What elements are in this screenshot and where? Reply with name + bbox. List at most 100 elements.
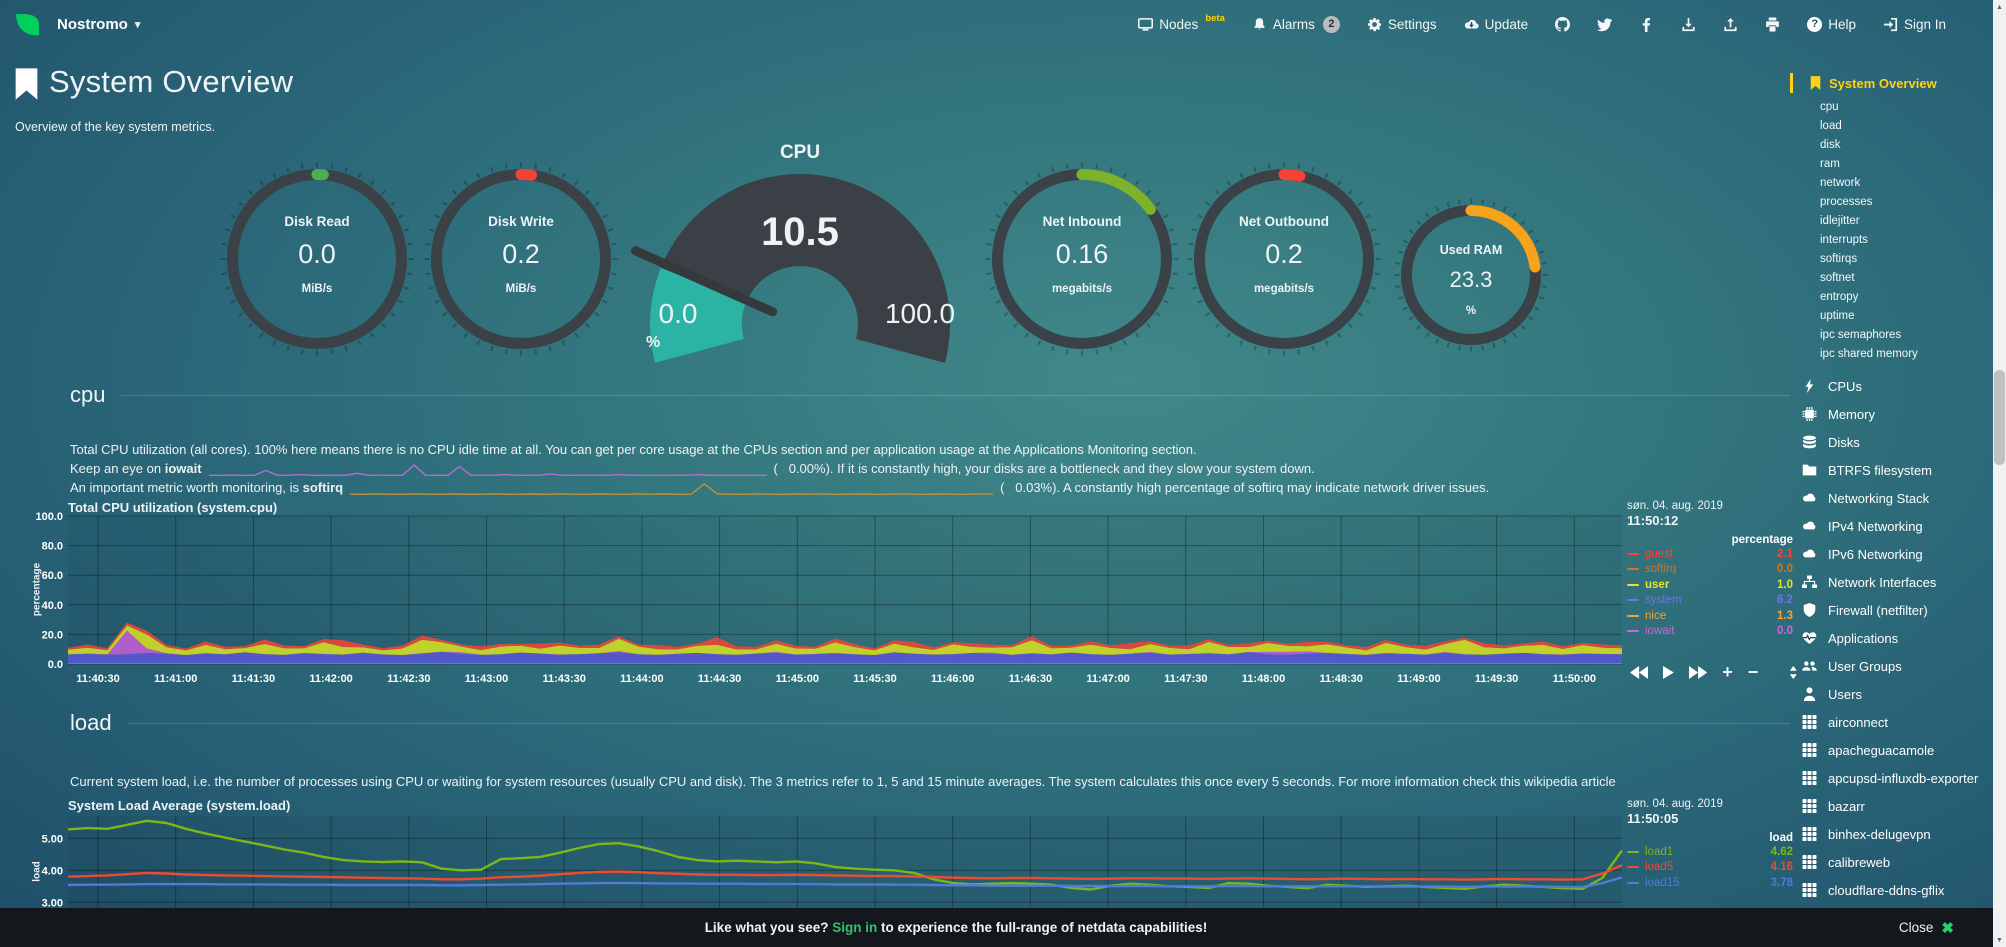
gauge-net-outbound[interactable]: Net Outbound 0.2 megabits/s (1182, 157, 1386, 361)
sidebar-item-apacheguacamole[interactable]: apacheguacamole (1790, 738, 1993, 766)
hostname-dropdown[interactable]: Nostromo ▾ (51, 15, 146, 34)
scrollbar-down-arrow[interactable]: ▼ (1996, 936, 2003, 944)
legend-series-softirq[interactable]: softirq 0.0 (1627, 562, 1793, 578)
sidebar-item-applications[interactable]: Applications (1790, 626, 1993, 654)
legend-series-nice[interactable]: nice 1.3 (1627, 608, 1793, 624)
gauge-unit: MiB/s (301, 283, 333, 295)
sidebar-item-ipv4-networking[interactable]: IPv4 Networking (1790, 514, 1993, 542)
nav-item-upload[interactable] (1723, 17, 1738, 32)
scrollbar-thumb[interactable] (1994, 370, 2005, 465)
cpu-chart: Total CPU utilization (system.cpu) perce… (30, 498, 1798, 693)
sidebar-item-ipv6-networking[interactable]: IPv6 Networking (1790, 542, 1993, 570)
legend-series-value: 0.0 (1777, 563, 1793, 576)
svg-text:11:42:30: 11:42:30 (387, 673, 430, 685)
gauge-net-inbound[interactable]: Net Inbound 0.16 megabits/s (980, 157, 1184, 361)
sidebar-sublink-ipc-semaphores[interactable]: ipc semaphores (1820, 329, 1902, 341)
nav-item-help[interactable]: ? Help (1807, 16, 1856, 32)
legend-series-load1[interactable]: load1 4.62 (1627, 844, 1793, 860)
sidebar-sublink-uptime[interactable]: uptime (1820, 310, 1855, 322)
sidebar-sublink-processes[interactable]: processes (1820, 196, 1873, 208)
sidebar-item-user-groups[interactable]: User Groups (1790, 654, 1993, 682)
nav-item-download[interactable] (1681, 17, 1696, 32)
svg-text:20.0: 20.0 (42, 629, 63, 641)
sidebar-sublink-cpu[interactable]: cpu (1820, 101, 1839, 113)
sign-in-link[interactable]: Sign in (832, 920, 878, 935)
hostname-label: Nostromo (57, 15, 128, 33)
twitter-icon (1597, 17, 1613, 32)
nav-item-nodes[interactable]: Nodes beta (1138, 13, 1225, 32)
close-banner-button[interactable]: Close ✖ (1899, 908, 1954, 947)
sidebar-item-binhex-delugevpn[interactable]: binhex-delugevpn (1790, 822, 1993, 850)
svg-text:11:48:30: 11:48:30 (1319, 673, 1362, 685)
zoom-out-button[interactable]: − (1747, 662, 1759, 682)
sidebar-item-bazarr[interactable]: bazarr (1790, 794, 1993, 822)
sidebar-item-network-interfaces[interactable]: Network Interfaces (1790, 570, 1993, 598)
nav-item-twitter[interactable] (1597, 17, 1613, 32)
sidebar-sublink-disk[interactable]: disk (1820, 139, 1841, 151)
nav-item-alarms[interactable]: Alarms 2 (1252, 15, 1340, 33)
sidebar-item-disks[interactable]: Disks (1790, 430, 1993, 458)
legend-series-load5[interactable]: load5 4.16 (1627, 860, 1793, 876)
gauge-name: Disk Read (284, 214, 350, 229)
grid-icon (1802, 768, 1819, 794)
grid-icon (1802, 824, 1819, 850)
svg-text:11:49:00: 11:49:00 (1397, 673, 1440, 685)
play-button[interactable] (1663, 666, 1675, 679)
sidebar-item-apcupsd-influxdb-exporter[interactable]: apcupsd-influxdb-exporter (1790, 766, 1993, 794)
sidebar-item-system-overview[interactable]: System Overview (1790, 72, 1993, 94)
nav-item-settings[interactable]: Settings (1367, 17, 1437, 32)
legend-series-guest[interactable]: guest 2.1 (1627, 546, 1793, 562)
page-scrollbar[interactable]: ▲ ▼ (1993, 0, 2006, 947)
svg-text:3.00: 3.00 (42, 897, 63, 909)
signin-banner: Like what you see? Sign in to experience… (0, 908, 2006, 947)
legend-dash-icon (1627, 881, 1639, 884)
gauge-disk-write[interactable]: Disk Write 0.2 MiB/s (419, 157, 623, 361)
sidebar-item-btrfs-filesystem[interactable]: BTRFS filesystem (1790, 458, 1993, 486)
sidebar-sublink-load[interactable]: load (1820, 120, 1842, 132)
sidebar-item-firewall-netfilter-[interactable]: Firewall (netfilter) (1790, 598, 1993, 626)
legend-series-value: 1.3 (1777, 609, 1793, 622)
legend-series-name: system (1645, 594, 1682, 607)
sidebar-item-cloudflare-ddns-gflix[interactable]: cloudflare-ddns-gflix (1790, 878, 1993, 906)
sidebar-sublink-softirqs[interactable]: softirqs (1820, 253, 1858, 265)
legend-series-load15[interactable]: load15 3.78 (1627, 875, 1793, 891)
gauge-disk-read[interactable]: Disk Read 0.0 MiB/s (215, 157, 419, 361)
pan-backward-button[interactable] (1630, 666, 1649, 679)
top-navbar: Nostromo ▾ Nodes beta Alarms 2 Settings Updat… (0, 0, 2006, 48)
sidebar-item-networking-stack[interactable]: Networking Stack (1790, 486, 1993, 514)
cpu-chart-plot[interactable]: 0.0 20.0 40.0 60.0 80.0 100.0 11:40:30 11:41:00… (30, 510, 1795, 692)
sidebar-sublink-interrupts[interactable]: interrupts (1820, 234, 1868, 246)
legend-series-system[interactable]: system 6.2 (1627, 593, 1793, 609)
cpu-gauge[interactable]: CPU 10.5 0.0 100.0 % (620, 142, 980, 363)
zoom-in-button[interactable]: + (1722, 662, 1733, 682)
cpu-gauge-min: 0.0 (658, 298, 698, 329)
nav-item-print[interactable] (1765, 16, 1780, 32)
sidebar-item-users[interactable]: Users (1790, 682, 1993, 710)
nav-item-github[interactable] (1555, 16, 1571, 32)
gauge-used-ram[interactable]: Used RAM 23.3% (1389, 193, 1553, 357)
nav-item-facebook[interactable] (1639, 17, 1654, 32)
legend-series-user[interactable]: user 1.0 (1627, 577, 1793, 593)
sidebar-item-cpus[interactable]: CPUs (1790, 374, 1993, 402)
sidebar-item-memory[interactable]: Memory (1790, 402, 1993, 430)
sidebar-sublink-ipc-shared-memory[interactable]: ipc shared memory (1820, 348, 1918, 360)
sidebar-sublink-idlejitter[interactable]: idlejitter (1820, 215, 1860, 227)
sidebar-item-label: cloudflare-ddns-gflix (1828, 883, 1945, 898)
nav-item-sign-in[interactable]: Sign In (1883, 17, 1946, 32)
sidebar-sublink-softnet[interactable]: softnet (1820, 272, 1855, 284)
sidebar-item-label: Network Interfaces (1828, 575, 1937, 590)
nav-item-update[interactable]: Update (1464, 17, 1528, 32)
sidebar-item-calibreweb[interactable]: calibreweb (1790, 850, 1993, 878)
scrollbar-up-arrow[interactable]: ▲ (1996, 3, 2003, 11)
svg-text:60.0: 60.0 (42, 570, 63, 582)
sidebar-sublink-entropy[interactable]: entropy (1820, 291, 1859, 303)
cpu-heading-text: cpu (70, 382, 106, 407)
memory-icon (1802, 404, 1819, 430)
pan-forward-button[interactable] (1689, 666, 1708, 679)
resize-handle-button[interactable] (1789, 666, 1798, 679)
legend-series-iowait[interactable]: iowait 0.0 (1627, 624, 1793, 640)
sidebar-sublink-network[interactable]: network (1820, 177, 1861, 189)
sidebar-item-airconnect[interactable]: airconnect (1790, 710, 1993, 738)
legend-series-value: 1.0 (1777, 578, 1793, 591)
sidebar-sublink-ram[interactable]: ram (1820, 158, 1840, 170)
